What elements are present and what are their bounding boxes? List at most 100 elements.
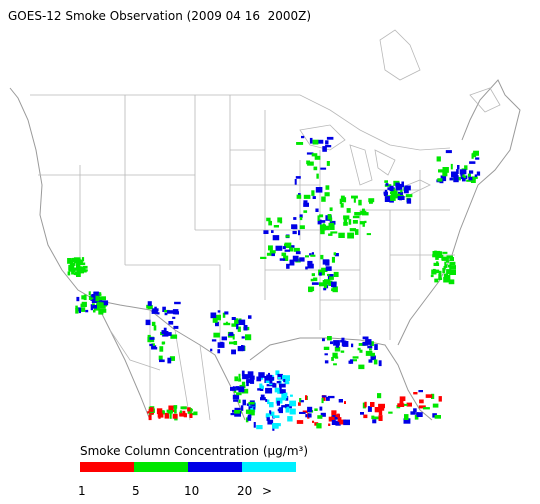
smoke-speck	[276, 400, 280, 406]
smoke-speck	[378, 409, 383, 416]
smoke-speck	[283, 375, 290, 382]
smoke-speck	[154, 306, 157, 309]
smoke-speck	[269, 378, 273, 381]
smoke-speck	[435, 256, 439, 260]
smoke-speck	[73, 267, 80, 271]
smoke-speck	[151, 347, 158, 350]
smoke-speck	[311, 273, 315, 277]
smoke-speck	[231, 323, 239, 327]
smoke-speck	[349, 359, 354, 364]
smoke-speck	[235, 386, 240, 391]
smoke-speck	[275, 397, 283, 404]
smoke-speck	[322, 280, 326, 284]
smoke-speck	[279, 389, 284, 394]
smoke-speck	[312, 139, 319, 145]
smoke-speck	[311, 153, 318, 157]
smoke-speck	[311, 282, 319, 285]
smoke-speck	[241, 370, 245, 377]
smoke-speck	[145, 319, 151, 326]
smoke-speck	[284, 381, 290, 385]
smoke-speck	[331, 357, 334, 361]
smoke-speck	[476, 171, 481, 176]
smoke-speck	[149, 407, 154, 412]
smoke-speck	[215, 321, 219, 327]
smoke-speck	[365, 350, 373, 356]
legend-label: 10	[184, 484, 199, 498]
smoke-speck	[273, 225, 279, 228]
smoke-speck	[146, 304, 152, 309]
smoke-speck	[469, 161, 476, 164]
smoke-speck	[180, 406, 187, 410]
smoke-speck	[268, 220, 272, 226]
smoke-speck	[299, 257, 305, 262]
smoke-speck	[305, 395, 308, 400]
smoke-speck	[337, 417, 342, 422]
smoke-speck	[434, 278, 439, 283]
smoke-speck	[442, 170, 448, 177]
smoke-speck	[271, 376, 275, 381]
smoke-speck	[464, 165, 468, 170]
smoke-speck	[442, 251, 448, 254]
legend-title: Smoke Column Concentration (μg/m³)	[80, 444, 308, 458]
smoke-speck	[148, 414, 152, 421]
smoke-speck	[446, 269, 452, 275]
smoke-speck	[266, 217, 271, 222]
smoke-speck	[390, 195, 396, 201]
smoke-speck	[237, 326, 241, 332]
smoke-speck	[149, 343, 153, 347]
smoke-speck	[167, 357, 172, 364]
smoke-speck	[324, 192, 330, 197]
smoke-speck	[272, 423, 279, 429]
smoke-speck	[91, 299, 98, 303]
smoke-speck	[217, 349, 221, 354]
smoke-speck	[311, 252, 314, 255]
smoke-speck	[442, 267, 446, 273]
title: GOES-12 Smoke Observation (2009 04 16 20…	[8, 9, 311, 23]
smoke-speck	[339, 198, 342, 204]
smoke-speck	[329, 220, 336, 225]
smoke-speck	[67, 258, 72, 264]
smoke-speck	[353, 198, 356, 203]
smoke-speck	[246, 403, 249, 406]
smoke-speck	[432, 413, 437, 418]
smoke-speck	[289, 247, 294, 252]
smoke-speck	[306, 160, 310, 165]
smoke-speck	[172, 316, 176, 319]
smoke-speck	[334, 356, 339, 359]
smoke-speck	[322, 338, 325, 342]
smoke-speck	[238, 319, 246, 325]
smoke-speck	[471, 176, 478, 179]
smoke-speck	[290, 394, 293, 397]
smoke-speck	[277, 373, 283, 380]
smoke-speck	[437, 178, 443, 182]
smoke-speck	[432, 403, 439, 408]
smoke-speck	[413, 408, 417, 412]
smoke-speck	[302, 410, 308, 413]
smoke-speck	[279, 383, 286, 388]
smoke-speck	[284, 404, 292, 409]
smoke-speck	[151, 309, 158, 314]
smoke-speck	[238, 399, 241, 404]
smoke-speck	[403, 418, 411, 424]
smoke-speck	[174, 311, 179, 315]
smoke-speck	[79, 259, 83, 264]
smoke-speck	[281, 405, 287, 408]
smoke-speck	[307, 406, 313, 413]
smoke-speck	[370, 355, 376, 361]
smoke-speck	[238, 378, 242, 382]
legend-swatch	[188, 462, 242, 472]
smoke-speck	[267, 419, 274, 425]
smoke-speck	[457, 165, 460, 170]
smoke-speck	[323, 287, 327, 291]
smoke-speck	[444, 264, 448, 268]
smoke-speck	[325, 140, 329, 145]
smoke-speck	[321, 395, 327, 398]
state-borders	[30, 94, 455, 345]
smoke-speck	[359, 221, 366, 225]
smoke-speck	[161, 341, 166, 345]
smoke-speck	[256, 425, 263, 430]
smoke-speck	[446, 255, 453, 259]
smoke-speck	[385, 183, 389, 186]
smoke-speck	[470, 177, 476, 183]
